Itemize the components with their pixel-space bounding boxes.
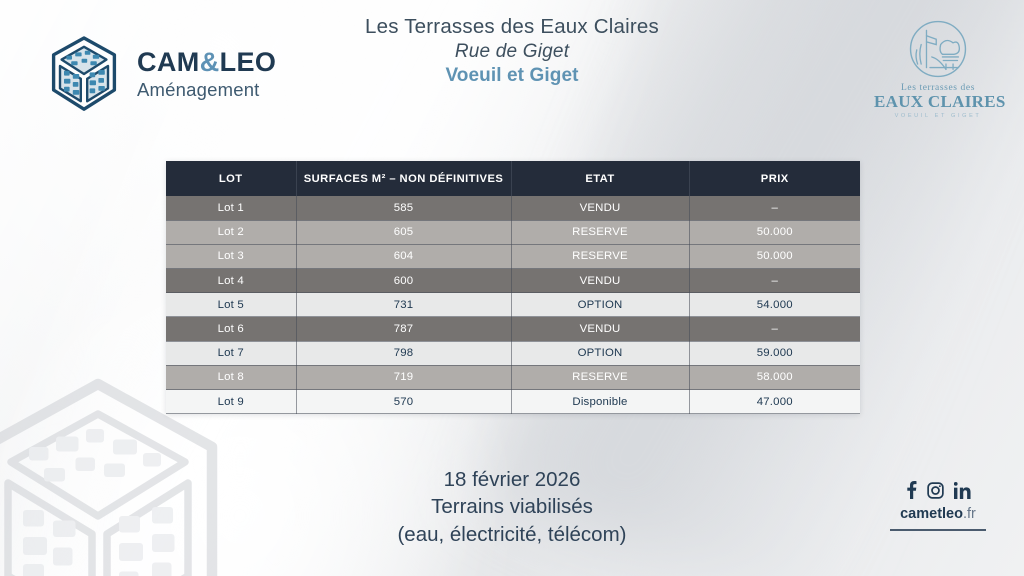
project-logo-line3: VOEUIL ET GIGET — [894, 112, 982, 119]
lot-cell: Lot 2 — [166, 220, 297, 245]
website-tld: .fr — [962, 506, 976, 522]
etat-cell: OPTION — [511, 292, 690, 318]
lot-cell: Lot 1 — [166, 196, 297, 221]
company-tagline: Aménagement — [137, 79, 260, 101]
prix-cell: 58.000 — [689, 365, 860, 391]
etat-cell: RESERVE — [511, 365, 690, 391]
linkedin-icon[interactable] — [953, 481, 971, 499]
hexagon-plotmap-icon — [51, 36, 117, 111]
prix-cell: – — [689, 268, 860, 294]
prix-cell: 50.000 — [689, 244, 860, 270]
lot-cell: Lot 3 — [166, 244, 297, 270]
company-name-part2: LEO — [219, 46, 277, 77]
surface-cell: 731 — [296, 292, 512, 318]
website-url[interactable]: cametleo.fr — [878, 506, 998, 522]
lot-cell: Lot 8 — [166, 365, 297, 391]
surface-cell: 570 — [296, 389, 512, 415]
prix-cell: 50.000 — [689, 220, 860, 245]
prix-cell: 59.000 — [689, 341, 860, 366]
company-name-ampersand: & — [199, 46, 220, 77]
page-title: Les Terrasses des Eaux Claires Rue de Gi… — [0, 14, 1024, 88]
website-name: cametleo — [900, 506, 963, 522]
etat-cell: VENDU — [511, 268, 690, 294]
column-header-etat: ETAT — [511, 161, 690, 196]
surface-cell: 719 — [296, 365, 512, 391]
project-logo-line1: Les terrasses des — [900, 83, 976, 93]
instagram-icon[interactable] — [926, 481, 944, 499]
serviced-plots-note: Terrains viabilisés — [431, 495, 593, 519]
table-row: Lot 8 719 RESERVE 58.000 — [166, 365, 860, 391]
table-row: Lot 5 731 OPTION 54.000 — [166, 292, 860, 318]
surface-cell: 798 — [296, 341, 512, 366]
etat-cell: OPTION — [511, 341, 690, 366]
availability-date: 18 février 2026 — [443, 468, 581, 491]
table-body: Lot 1 585 VENDU – Lot 2 605 RESERVE 50.000 Lot 3… — [166, 196, 860, 415]
lot-cell: Lot 5 — [166, 292, 297, 318]
prix-cell: – — [689, 316, 860, 342]
footer-info: 18 février 2026 Terrains viabilisés (eau… — [0, 466, 1024, 548]
prix-cell: – — [689, 196, 860, 221]
column-header-lot: LOT — [166, 161, 297, 196]
surface-cell: 585 — [296, 196, 512, 221]
etat-cell: RESERVE — [511, 220, 690, 245]
table-row: Lot 2 605 RESERVE 50.000 — [166, 220, 860, 245]
company-name: CAM&LEO — [137, 46, 277, 77]
prix-cell: 54.000 — [689, 292, 860, 318]
circle-landscape-icon — [909, 20, 967, 78]
social-links — [878, 480, 998, 500]
lot-cell: Lot 4 — [166, 268, 297, 294]
project-logo-line2: EAUX CLAIRES — [874, 92, 1006, 111]
table-row: Lot 6 787 VENDU – — [166, 316, 860, 342]
table-row: Lot 9 570 Disponible 47.000 — [166, 389, 860, 415]
project-logo: Les terrasses des EAUX CLAIRES VOEUIL ET… — [874, 18, 1006, 119]
etat-cell: VENDU — [511, 196, 690, 221]
etat-cell: VENDU — [511, 316, 690, 342]
lot-cell: Lot 7 — [166, 341, 297, 366]
company-logo: CAM&LEO Aménagement — [44, 34, 276, 114]
etat-cell: Disponible — [511, 389, 690, 415]
surface-cell: 604 — [296, 244, 512, 270]
prix-cell: 47.000 — [689, 389, 860, 415]
surface-cell: 600 — [296, 268, 512, 294]
lot-cell: Lot 6 — [166, 316, 297, 342]
project-town: Voeuil et Giget — [445, 64, 579, 86]
column-header-prix: PRIX — [689, 161, 860, 196]
column-header-surface: SURFACES M² – NON DÉFINITIVES — [296, 161, 512, 196]
footer-divider — [890, 529, 986, 531]
footer-contact: cametleo.fr — [878, 480, 998, 531]
lots-table: LOT SURFACES M² – NON DÉFINITIVES ETAT P… — [166, 161, 860, 415]
table-row: Lot 1 585 VENDU – — [166, 196, 860, 221]
table-header-row: LOT SURFACES M² – NON DÉFINITIVES ETAT P… — [166, 161, 860, 196]
table-row: Lot 7 798 OPTION 59.000 — [166, 341, 860, 366]
project-street: Rue de Giget — [454, 40, 570, 62]
lots-table-container: LOT SURFACES M² – NON DÉFINITIVES ETAT P… — [166, 161, 860, 415]
surface-cell: 787 — [296, 316, 512, 342]
project-name: Les Terrasses des Eaux Claires — [365, 15, 659, 38]
company-name-part1: CAM — [137, 46, 200, 77]
utilities-note: (eau, électricité, télécom) — [397, 522, 627, 546]
table-row: Lot 4 600 VENDU – — [166, 268, 860, 294]
table-row: Lot 3 604 RESERVE 50.000 — [166, 244, 860, 270]
surface-cell: 605 — [296, 220, 512, 245]
lot-cell: Lot 9 — [166, 389, 297, 415]
etat-cell: RESERVE — [511, 244, 690, 270]
facebook-icon[interactable] — [906, 481, 917, 499]
